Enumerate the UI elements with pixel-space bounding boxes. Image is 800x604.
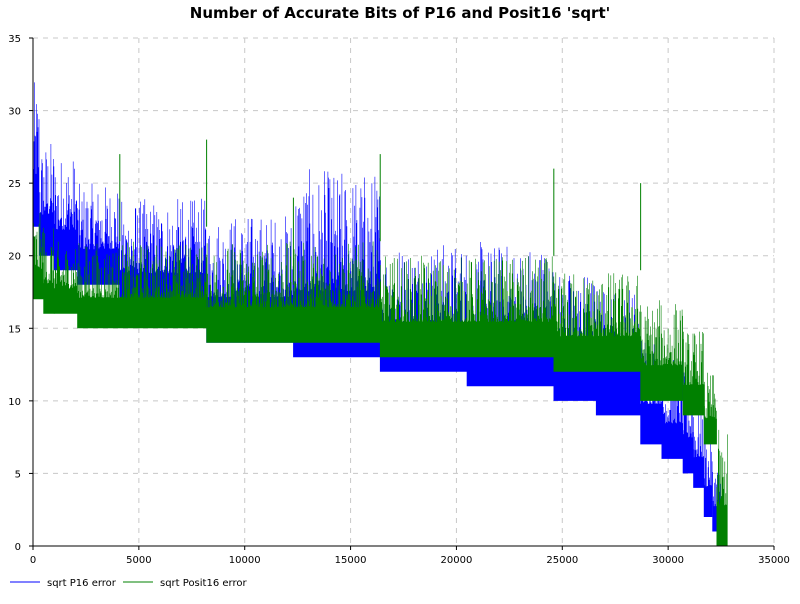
x-tick-label: 0: [30, 555, 36, 566]
series-segment: [640, 300, 683, 401]
y-tick-label: 35: [8, 34, 21, 45]
series-segment: [77, 241, 207, 329]
series-segment: [703, 372, 717, 445]
axes: 0 5000 10000 15000 20000 25000 30000 35000 0 5 10 1…: [8, 34, 790, 566]
y-tick-label: 30: [8, 107, 21, 118]
y-tick-label: 10: [8, 397, 21, 408]
legend-label-posit16: sqrt Posit16 error: [160, 578, 247, 589]
x-tick-label: 20000: [441, 555, 473, 566]
y-tick-label: 15: [8, 324, 21, 335]
series-segment: [703, 430, 713, 517]
series-segment: [661, 359, 684, 459]
series-segment: [693, 402, 705, 488]
x-tick-label: 35000: [758, 555, 790, 566]
x-tick-label: 15000: [335, 555, 367, 566]
series-segment: [716, 429, 728, 546]
series-segment: [682, 331, 705, 416]
series-segment: [595, 290, 641, 416]
series-segment: [206, 241, 381, 343]
series-segment: [32, 82, 40, 227]
x-tick-label: 30000: [652, 555, 684, 566]
legend: sqrt P16 error sqrt Posit16 error: [10, 578, 247, 589]
x-tick-label: 5000: [126, 555, 151, 566]
series-segment: [682, 372, 694, 474]
y-tick-label: 5: [15, 469, 21, 480]
y-tick-label: 0: [15, 542, 21, 553]
series-segment: [553, 272, 641, 372]
series-segment: [379, 255, 554, 358]
series-segment: [53, 161, 78, 271]
series-segment: [53, 241, 78, 314]
series-segment: [43, 228, 55, 314]
y-tick-label: 25: [8, 179, 21, 190]
series-posit16: [32, 139, 728, 546]
legend-label-p16: sqrt P16 error: [47, 578, 117, 589]
series-layer: [32, 82, 728, 546]
y-tick-label: 20: [8, 252, 21, 263]
x-tick-label: 25000: [546, 555, 578, 566]
chart-title: Number of Accurate Bits of P16 and Posit…: [190, 4, 610, 22]
x-tick-label: 10000: [229, 555, 261, 566]
series-segment: [39, 144, 55, 256]
